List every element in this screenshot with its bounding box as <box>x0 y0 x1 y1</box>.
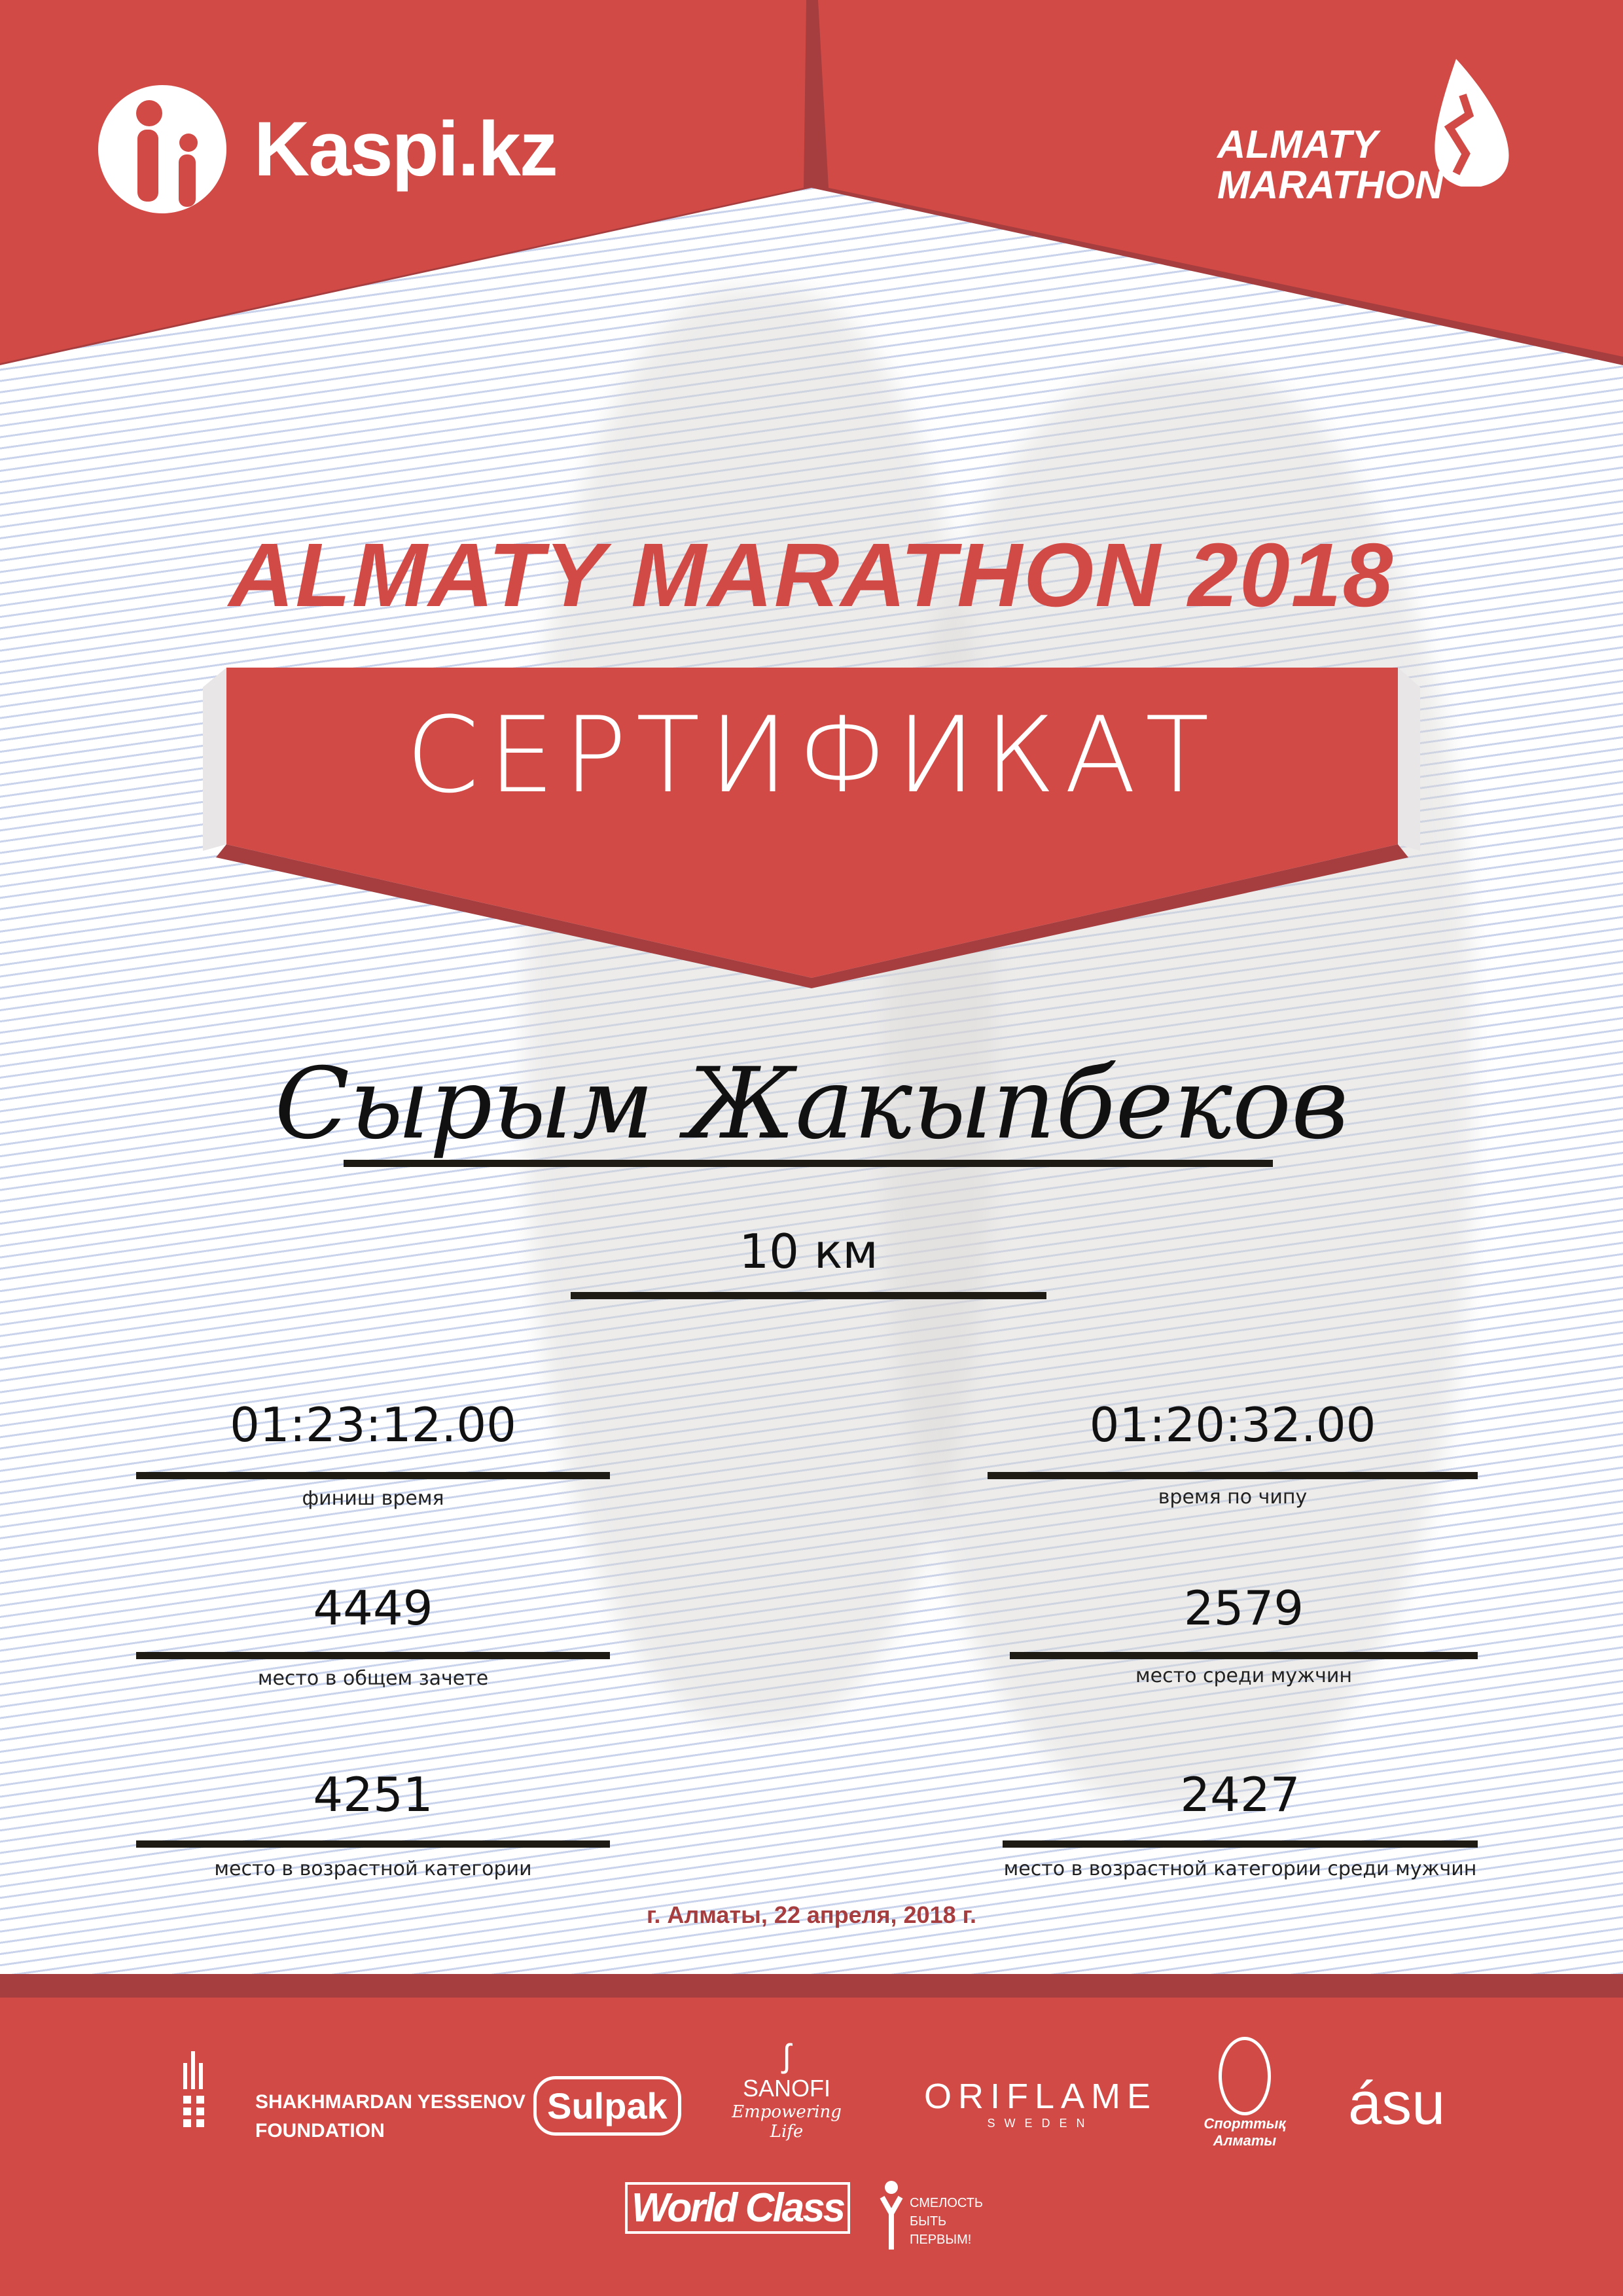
sulpak-logo: Sulpak <box>533 2076 681 2136</box>
smelost-line1: СМЕЛОСТЬ <box>910 2196 984 2210</box>
sport-almaty-line2: Алматы <box>1213 2132 1277 2149</box>
oriflame-name: ORIFLAME <box>924 2077 1158 2116</box>
finish-time-label: финиш время <box>302 1487 444 1510</box>
age-men-place-value: 2427 <box>1180 1767 1300 1822</box>
yessenov-line1: SHAKHMARDAN YESSENOV <box>255 2091 526 2113</box>
background-pattern <box>0 0 1623 1977</box>
marathon-text: MARATHON <box>1217 163 1444 207</box>
sport-almaty-emblem-icon <box>1219 2037 1271 2115</box>
runner-photo-male <box>524 288 995 1728</box>
participant-name: Сырым Жакыпбеков <box>274 1047 1349 1161</box>
chip-time-underline <box>988 1472 1478 1479</box>
place-date: г. Алматы, 22 апреля, 2018 г. <box>647 1901 976 1928</box>
sport-almaty-logo: Спорттық Алматы <box>1199 2037 1291 2149</box>
age-men-place-underline <box>1003 1840 1478 1848</box>
event-title: ALMATY MARATHON 2018 <box>228 525 1395 626</box>
kaspi-logo: Kaspi.kz <box>97 84 558 215</box>
oriflame-sweden: SWEDEN <box>987 2117 1094 2130</box>
sanofi-name: SANOFI <box>742 2075 830 2102</box>
footer-stripe <box>0 1974 1623 1998</box>
asu-logo: ásu <box>1348 2070 1446 2137</box>
distance-underline <box>571 1292 1046 1299</box>
men-place-value: 2579 <box>1183 1581 1304 1636</box>
sport-almaty-line1: Спорттық <box>1204 2115 1286 2132</box>
yessenov-line2: FOUNDATION <box>255 2120 385 2142</box>
overall-place-value: 4449 <box>313 1581 433 1636</box>
finish-time-underline <box>136 1472 610 1479</box>
sanofi-bird-icon: ʃ <box>783 2037 791 2074</box>
oriflame-logo: ORIFLAME SWEDEN <box>924 2076 1157 2130</box>
chip-time-label: время по чипу <box>1158 1486 1308 1509</box>
world-class-logo: World Class <box>625 2182 851 2234</box>
sanofi-tagline: Empowering Life <box>732 2102 842 2142</box>
overall-place-underline <box>136 1652 610 1659</box>
age-place-value: 4251 <box>313 1767 433 1822</box>
name-underline <box>344 1160 1273 1167</box>
kaspi-figure-icon <box>98 85 226 213</box>
almaty-text: ALMATY <box>1217 122 1378 166</box>
chip-time-value: 01:20:32.00 <box>1089 1397 1376 1452</box>
sponsors-footer: SHAKHMARDAN YESSENOV FOUNDATION Sulpak ʃ… <box>0 1998 1623 2296</box>
age-place-label: место в возрастной категории <box>214 1857 532 1880</box>
men-place-underline <box>1010 1652 1478 1659</box>
overall-place-label: место в общем зачете <box>257 1667 489 1690</box>
smelost-line2: БЫТЬ <box>910 2214 947 2229</box>
yessenov-bars-icon <box>183 2051 204 2127</box>
age-place-underline <box>136 1840 610 1848</box>
finish-time-value: 01:23:12.00 <box>230 1397 516 1452</box>
men-place-label: место среди мужчин <box>1135 1664 1352 1687</box>
smelost-line3: ПЕРВЫМ! <box>910 2233 972 2247</box>
runner-logo-icon <box>1435 59 1509 187</box>
certificate-banner <box>203 668 1420 988</box>
header-ribbon <box>0 0 1623 365</box>
distance: 10 км <box>739 1224 878 1279</box>
almaty-marathon-logo: ALMATY MARATHON <box>1217 56 1525 213</box>
sanofi-logo: ʃ SANOFI Empowering Life <box>728 2037 846 2142</box>
kaspi-wordmark: Kaspi.kz <box>254 106 558 192</box>
age-men-place-label: место в возрастной категории среди мужчи… <box>1003 1857 1477 1880</box>
smelost-figure-icon <box>880 2181 903 2250</box>
certificate-heading: СЕРТИФИКАТ <box>406 694 1219 816</box>
runner-photo-female <box>883 367 1472 1806</box>
